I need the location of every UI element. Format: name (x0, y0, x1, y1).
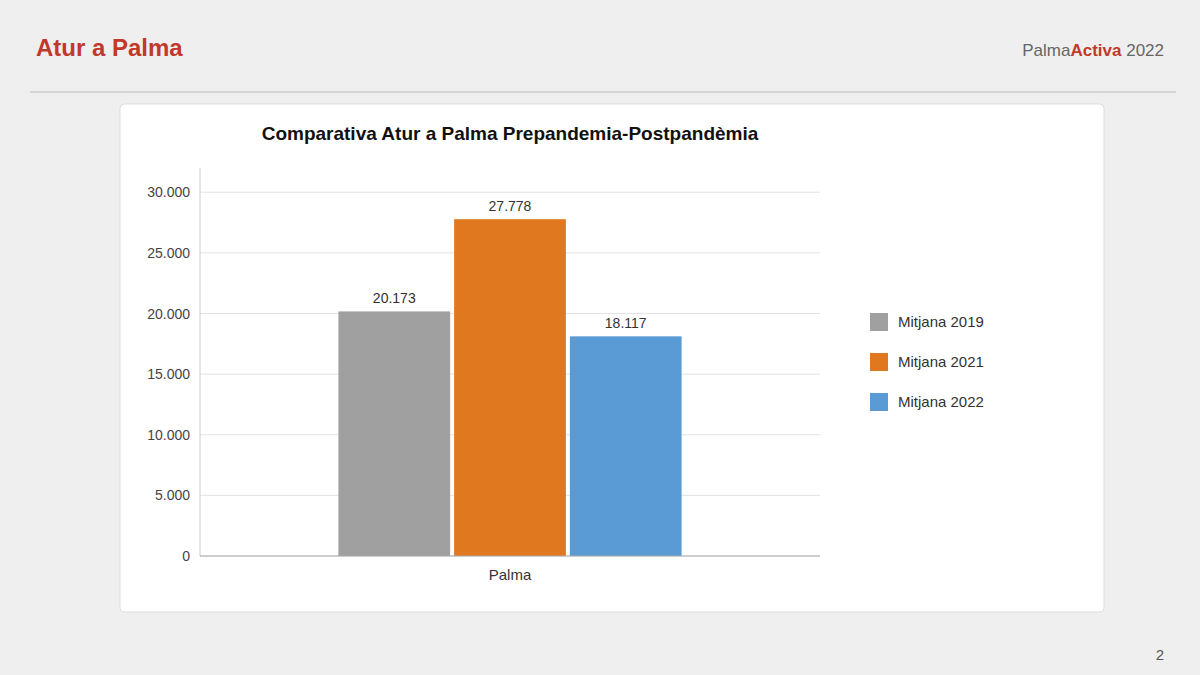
bar (454, 219, 566, 556)
legend-swatch (870, 353, 888, 371)
y-tick-label: 10.000 (147, 427, 190, 443)
header-right-part: 2022 (1121, 41, 1164, 60)
x-tick-label: Palma (489, 566, 532, 583)
grid-line (200, 556, 820, 557)
header-right-part: Palma (1022, 41, 1071, 60)
panel (120, 104, 1104, 612)
legend-swatch (870, 313, 888, 331)
y-tick-label: 20.000 (147, 306, 190, 322)
chart-title: Comparativa Atur a Palma Prepandemia-Pos… (262, 123, 759, 144)
x-axis: Palma (200, 556, 820, 583)
page-number: 2 (1156, 646, 1164, 663)
bars (338, 219, 681, 556)
data-labels: 20.173 27.778 18.117 (373, 198, 647, 331)
grid (200, 192, 820, 556)
header-right: PalmaActiva 2022 (1022, 41, 1164, 60)
chart: Atur a PalmaPalmaActiva 20222Comparativa… (0, 0, 1200, 675)
legend: Mitjana 2019 Mitjana 2021 Mitjana 2022 (870, 313, 984, 411)
legend-swatch (870, 393, 888, 411)
y-axis-line (200, 168, 201, 556)
background (0, 0, 1200, 675)
data-label: 27.778 (489, 198, 532, 214)
legend-label: Mitjana 2022 (898, 393, 984, 410)
y-tick-label: 30.000 (147, 184, 190, 200)
legend-label: Mitjana 2019 (898, 313, 984, 330)
x-axis-line (200, 556, 820, 557)
y-axis: 0 5.000 10.000 15.000 20.000 25.000 30.000 (147, 168, 200, 564)
header-right-part: Activa (1070, 41, 1122, 60)
y-tick-label: 25.000 (147, 245, 190, 261)
y-tick-label: 5.000 (155, 487, 190, 503)
bar (338, 311, 450, 556)
header-rule (30, 92, 1176, 93)
y-tick-label: 15.000 (147, 366, 190, 382)
header-title: Atur a Palma (36, 34, 183, 61)
grid-line (200, 192, 820, 193)
data-label: 18.117 (605, 315, 647, 331)
legend-label: Mitjana 2021 (898, 353, 984, 370)
data-label: 20.173 (373, 290, 416, 306)
y-tick-label: 0 (182, 548, 190, 564)
bar (570, 336, 682, 556)
